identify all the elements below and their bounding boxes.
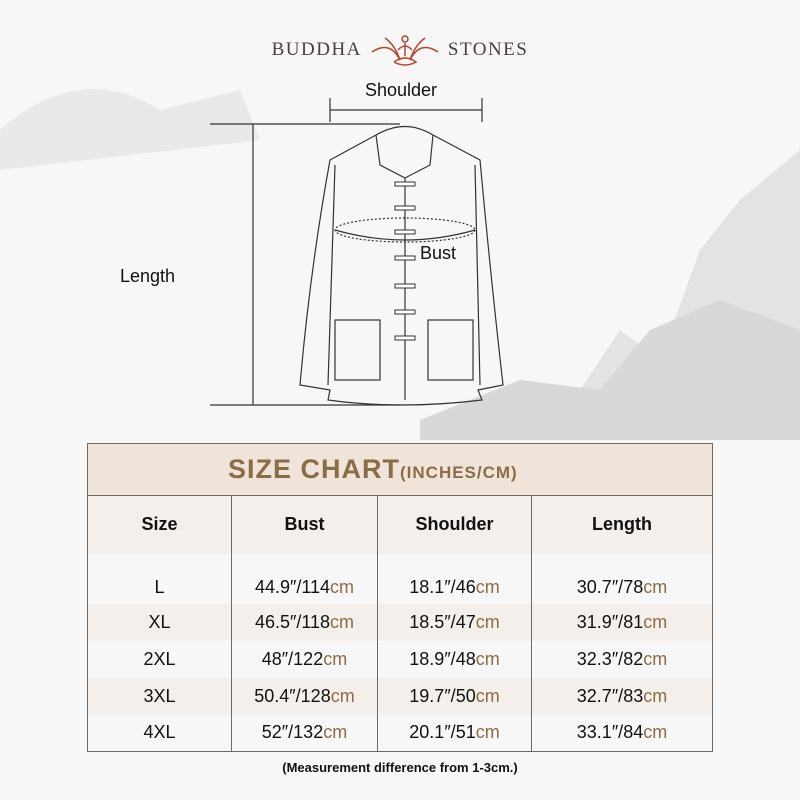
brand-logo: BUDDHA STONES	[0, 30, 800, 70]
length-label: Length	[120, 266, 176, 286]
cell-length: 32.3″/82cm	[576, 648, 668, 669]
cell-length: 31.9″/81cm	[531, 603, 713, 641]
cell-size: 2XL	[87, 640, 232, 678]
header-length: Length	[531, 495, 713, 554]
cell-size: L	[87, 553, 232, 604]
bust-label: Bust	[420, 243, 457, 263]
jacket-diagram	[210, 98, 504, 406]
measurement-note: (Measurement difference from 1-3cm.)	[282, 760, 518, 775]
header-shoulder: Shoulder	[377, 495, 532, 554]
cell-shoulder: 18.5″/47cm	[377, 603, 532, 641]
table-row: 2XL 48″/122cm 18.9″/48cm 32.3″/82cm	[87, 640, 713, 678]
cell-shoulder: 20.1″/51cm	[377, 714, 532, 752]
header-row: Size Bust Shoulder Length	[87, 495, 713, 554]
lotus-meditation-icon	[371, 35, 439, 66]
cell-bust: 52″/132cm	[231, 714, 378, 752]
table-row: L 44.9″/114cm 18.1″/46cm 30.7″/78cm	[87, 553, 713, 604]
header-size: Size	[87, 495, 232, 554]
cell-bust: 46.5″/118cm	[231, 603, 378, 641]
cell-bust: 50.4″/128cm	[231, 677, 378, 715]
cell-length: 33.1″/84cm	[576, 722, 668, 743]
brand-left-text: BUDDHA	[271, 39, 362, 60]
size-chart-table: SIZE CHART(INCHES/CM) Size Bust Shoulder…	[87, 443, 713, 752]
cell-length: 30.7″/78cm	[576, 576, 668, 597]
table-row: 3XL 50.4″/128cm 19.7″/50cm 32.7″/83cm	[87, 677, 713, 715]
cell-size: 4XL	[87, 714, 232, 752]
cell-shoulder: 18.1″/46cm	[377, 553, 532, 604]
cell-length: 32.7″/83cm	[531, 677, 713, 715]
header-bust: Bust	[231, 495, 378, 554]
size-chart-title: SIZE CHART(INCHES/CM)	[87, 443, 713, 496]
cell-shoulder: 18.9″/48cm	[377, 640, 532, 678]
cell-size: XL	[87, 603, 232, 641]
table-row: 4XL 52″/132cm 20.1″/51cm 33.1″/84cm	[87, 714, 713, 752]
shoulder-label: Shoulder	[365, 80, 438, 100]
table-row: XL 46.5″/118cm 18.5″/47cm 31.9″/81cm	[87, 603, 713, 641]
cell-bust: 44.9″/114cm	[231, 553, 378, 604]
brand-right-text: STONES	[447, 39, 529, 60]
cell-shoulder: 19.7″/50cm	[377, 677, 532, 715]
cell-size: 3XL	[87, 677, 232, 715]
cell-bust: 48″/122cm	[231, 640, 378, 678]
